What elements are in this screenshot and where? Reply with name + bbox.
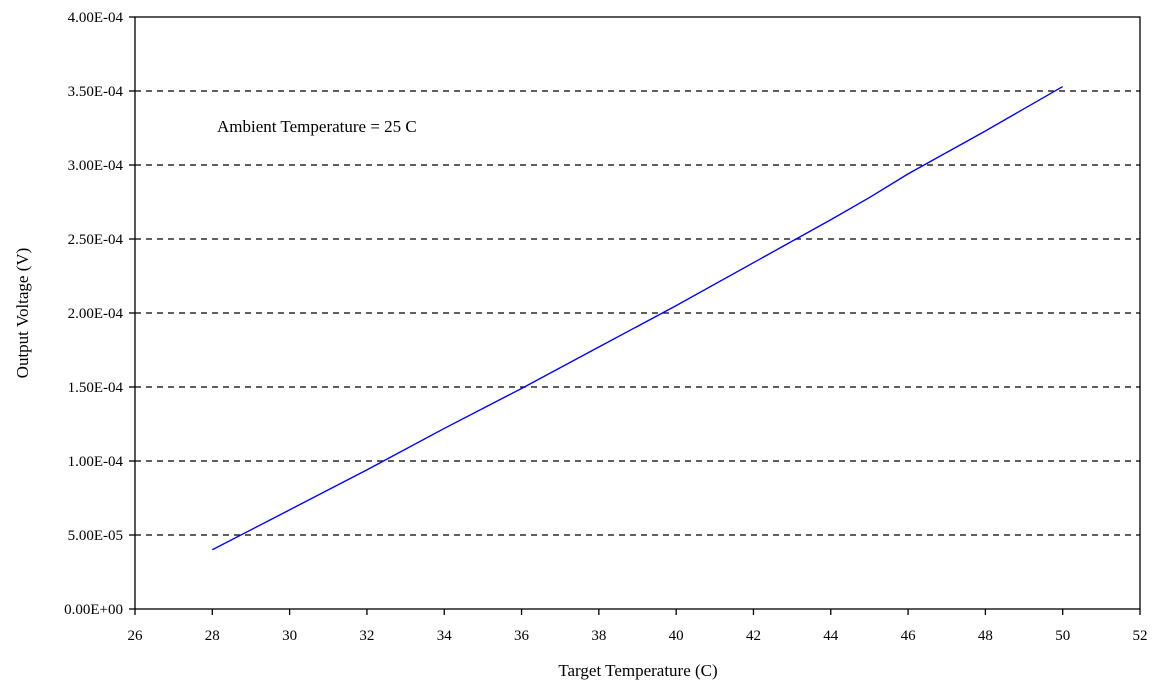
x-tick-label: 50 (1055, 628, 1070, 644)
y-tick-label: 2.00E-04 (68, 306, 124, 322)
y-tick-label: 4.00E-04 (68, 10, 124, 26)
plot-frame (134, 16, 1141, 610)
x-tick-label: 42 (746, 628, 761, 644)
x-tick-label: 38 (591, 628, 606, 644)
y-tick-label: 3.50E-04 (68, 84, 124, 100)
x-tick-label: 36 (514, 628, 530, 644)
x-tick-label: 40 (669, 628, 684, 644)
x-axis-title: Target Temperature (C) (558, 661, 717, 680)
series-line (211, 85, 1064, 551)
x-tick-label: 34 (437, 628, 453, 644)
gridlines (135, 90, 1140, 536)
y-tick-label: 2.50E-04 (68, 232, 124, 248)
y-tick-label: 1.00E-04 (68, 454, 124, 470)
y-tick-label: 0.00E+00 (64, 602, 123, 618)
y-tick-label: 3.00E-04 (68, 158, 124, 174)
y-tick-label: 1.50E-04 (68, 380, 124, 396)
x-tick-label: 48 (978, 628, 993, 644)
series (211, 85, 1064, 551)
x-tick-labels: 26 28 30 32 34 36 38 40 42 44 46 48 50 52 (128, 628, 1148, 644)
x-tick-label: 46 (901, 628, 917, 644)
ambient-temperature-annotation: Ambient Temperature = 25 C (217, 117, 417, 136)
x-tick-label: 44 (823, 628, 839, 644)
x-tick-label: 26 (128, 628, 144, 644)
y-axis-title: Output Voltage (V) (13, 248, 32, 379)
x-tick-label: 30 (282, 628, 297, 644)
y-tick-labels: 0.00E+00 5.00E-05 1.00E-04 1.50E-04 2.00E-04… (64, 10, 123, 618)
x-tick-label: 32 (359, 628, 374, 644)
y-tick-label: 5.00E-05 (68, 528, 123, 544)
axes (129, 16, 1141, 615)
x-tick-label: 28 (205, 628, 220, 644)
x-tick-label: 52 (1133, 628, 1148, 644)
